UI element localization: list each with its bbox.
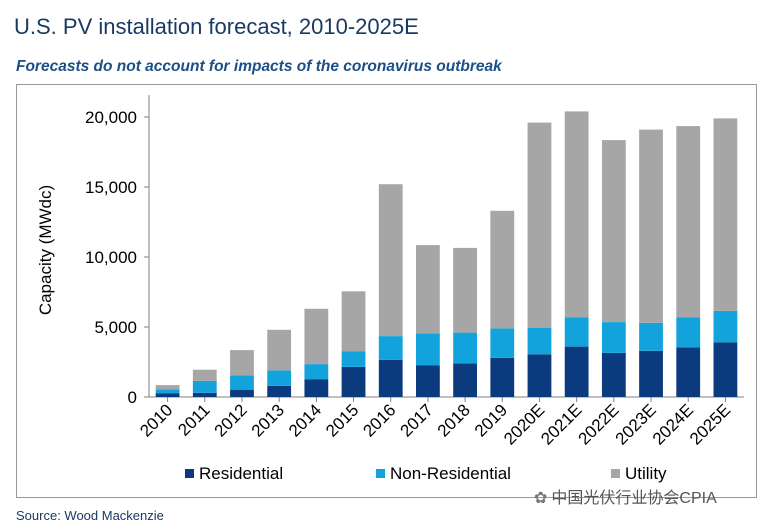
bar-utility-2012 <box>230 350 254 376</box>
bar-non-residential-2012 <box>230 375 254 390</box>
x-tick-label: 2022E <box>574 400 622 448</box>
x-tick-label: 2013 <box>248 400 288 440</box>
bar-non-residential-2022e <box>601 322 626 353</box>
x-tick-label: 2023E <box>612 400 660 448</box>
bar-non-residential-2019 <box>490 328 515 358</box>
bar-utility-2013 <box>267 329 292 371</box>
wechat-icon: ✿ <box>534 490 548 507</box>
bar-non-residential-2024e <box>676 317 701 348</box>
bar-utility-2019 <box>490 210 515 329</box>
bar-utility-2024e <box>676 126 701 318</box>
bar-non-residential-2017 <box>416 333 440 366</box>
legend-label: Utility <box>625 464 667 483</box>
x-tick-label: 2015 <box>322 400 362 440</box>
x-tick-label: 2016 <box>359 400 399 440</box>
y-tick-label: 20,000 <box>85 108 137 127</box>
bar-residential-2021e <box>564 346 589 397</box>
chart-frame: 0 5,000 10,000 15,000 20,000 Capacity (MWdc) 2… <box>16 84 757 498</box>
bar-utility-2025e <box>713 118 738 311</box>
bar-non-residential-2016 <box>378 336 403 360</box>
source-note: Source: Wood Mackenzie <box>16 508 164 523</box>
bar-residential-2010 <box>155 393 180 397</box>
bar-non-residential-2021e <box>564 317 589 347</box>
bar-non-residential-2020e <box>527 327 552 355</box>
y-tick-label: 10,000 <box>85 248 137 267</box>
bar-residential-2024e <box>676 347 701 397</box>
x-tick-label: 2012 <box>211 400 251 440</box>
x-tick-label: 2025E <box>686 400 734 448</box>
bar-non-residential-2025e <box>713 310 738 343</box>
legend-label: Non-Residential <box>390 464 511 483</box>
bar-residential-2013 <box>267 385 292 397</box>
bar-residential-2011 <box>192 392 217 397</box>
x-tick-label: 2010 <box>136 400 176 440</box>
legend-swatch <box>185 469 194 478</box>
bar-non-residential-2011 <box>192 380 217 393</box>
bar-residential-2016 <box>378 359 403 397</box>
bar-residential-2019 <box>490 357 515 397</box>
stacked-bar-chart: 0 5,000 10,000 15,000 20,000 Capacity (MWdc) 2… <box>36 95 744 483</box>
bar-residential-2020e <box>527 354 552 397</box>
legend-swatch <box>611 469 620 478</box>
watermark: ✿ 中国光伏行业协会CPIA <box>534 484 717 508</box>
bar-utility-2023e <box>639 129 663 323</box>
bar-non-residential-2023e <box>639 322 663 351</box>
bar-residential-2017 <box>416 365 440 397</box>
bar-residential-2025e <box>713 342 738 397</box>
x-tick-label: 2024E <box>649 400 697 448</box>
x-tick-label: 2018 <box>434 400 474 440</box>
x-tick-label: 2014 <box>285 400 325 440</box>
bar-utility-2017 <box>416 245 440 334</box>
y-tick-label: 5,000 <box>94 318 137 337</box>
bar-utility-2011 <box>192 369 217 381</box>
bar-residential-2018 <box>453 363 477 397</box>
bar-utility-2016 <box>378 184 403 337</box>
bar-utility-2010 <box>155 385 180 390</box>
bar-utility-2021e <box>564 111 589 318</box>
bar-utility-2018 <box>453 247 477 333</box>
bar-utility-2014 <box>304 308 329 365</box>
x-tick-label: 2017 <box>397 400 437 440</box>
chart-subtitle: Forecasts do not account for impacts of … <box>16 58 502 75</box>
legend-label: Residential <box>199 464 283 483</box>
bar-residential-2012 <box>230 390 254 397</box>
bar-utility-2020e <box>527 122 552 328</box>
bar-residential-2022e <box>601 352 626 397</box>
bar-utility-2015 <box>341 291 366 352</box>
chart-title: U.S. PV installation forecast, 2010-2025… <box>14 14 419 39</box>
bar-non-residential-2010 <box>155 389 180 394</box>
bar-residential-2015 <box>341 366 366 397</box>
bar-residential-2014 <box>304 379 329 397</box>
bar-utility-2022e <box>601 140 626 323</box>
watermark-text: 中国光伏行业协会CPIA <box>551 490 717 507</box>
x-tick-label: 2020E <box>500 400 548 448</box>
bar-non-residential-2018 <box>453 332 477 364</box>
legend-swatch <box>376 469 385 478</box>
bar-non-residential-2013 <box>267 370 292 386</box>
x-tick-label: 2021E <box>537 400 585 448</box>
x-tick-label: 2011 <box>174 400 213 439</box>
y-tick-label: 0 <box>128 388 137 407</box>
y-axis-label: Capacity (MWdc) <box>36 185 55 315</box>
bar-residential-2023e <box>639 350 663 397</box>
bar-non-residential-2014 <box>304 364 329 380</box>
bar-non-residential-2015 <box>341 351 366 367</box>
y-tick-label: 15,000 <box>85 178 137 197</box>
